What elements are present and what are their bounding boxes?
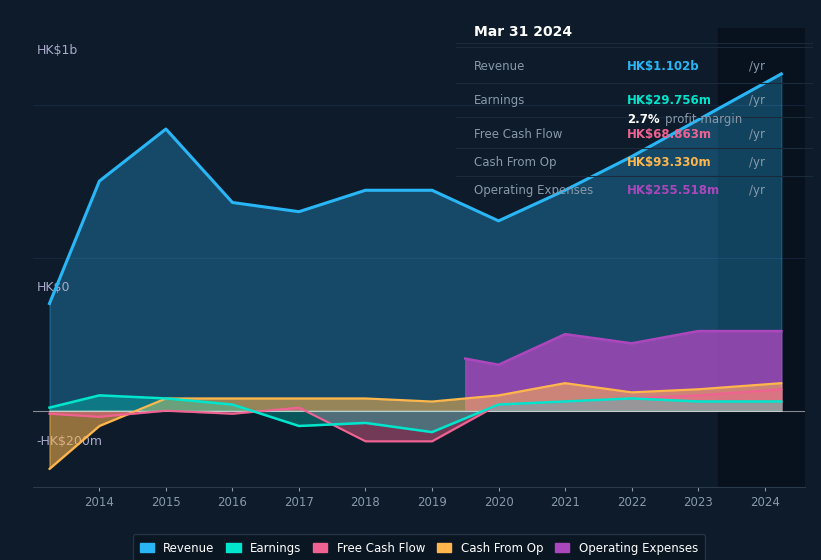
Text: Earnings: Earnings: [474, 94, 525, 107]
Text: HK$29.756m: HK$29.756m: [627, 94, 712, 107]
Text: HK$1.102b: HK$1.102b: [627, 60, 699, 73]
Text: Mar 31 2024: Mar 31 2024: [474, 25, 571, 39]
Text: /yr: /yr: [749, 128, 764, 141]
Text: Free Cash Flow: Free Cash Flow: [474, 128, 562, 141]
Text: -HK$200m: -HK$200m: [37, 435, 103, 448]
Text: /yr: /yr: [749, 184, 764, 197]
Text: Cash From Op: Cash From Op: [474, 156, 556, 169]
Text: HK$0: HK$0: [37, 281, 71, 294]
Legend: Revenue, Earnings, Free Cash Flow, Cash From Op, Operating Expenses: Revenue, Earnings, Free Cash Flow, Cash …: [132, 534, 705, 560]
Text: Operating Expenses: Operating Expenses: [474, 184, 593, 197]
Bar: [718, 28, 805, 487]
Text: HK$1b: HK$1b: [37, 44, 78, 57]
Text: HK$68.863m: HK$68.863m: [627, 128, 712, 141]
Text: /yr: /yr: [749, 156, 764, 169]
Text: HK$93.330m: HK$93.330m: [627, 156, 712, 169]
Text: HK$255.518m: HK$255.518m: [627, 184, 720, 197]
Text: /yr: /yr: [749, 94, 764, 107]
Text: profit margin: profit margin: [664, 113, 742, 126]
Text: /yr: /yr: [749, 60, 764, 73]
Text: Revenue: Revenue: [474, 60, 525, 73]
Text: 2.7%: 2.7%: [627, 113, 660, 126]
